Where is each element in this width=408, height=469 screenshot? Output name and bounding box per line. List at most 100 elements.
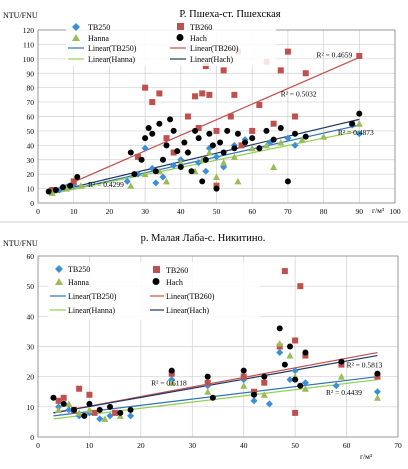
data-point-hach	[199, 178, 206, 185]
grid	[37, 255, 399, 438]
y-tick-label: 20	[27, 170, 35, 179]
data-point-hach	[138, 156, 145, 163]
x-tick-label: 100	[389, 207, 401, 216]
data-point-hach	[174, 148, 181, 155]
data-marks	[50, 268, 381, 423]
legend-label-lin-hach: Linear(Hach)	[166, 306, 209, 315]
data-point-hanna	[204, 388, 212, 395]
x-tick-label: 90	[356, 207, 364, 216]
data-point-hach	[168, 367, 175, 374]
data-point-hanna	[262, 141, 270, 149]
r-squared-label: R² = 0.4873	[338, 128, 374, 137]
data-point-hach	[338, 358, 345, 365]
data-point-hanna	[55, 406, 63, 413]
legend-label-hanna: Hanna	[88, 34, 109, 43]
data-point-tb260	[292, 409, 299, 416]
data-point-hach	[234, 130, 241, 137]
y-tick-label: 100	[23, 55, 35, 64]
data-point-hach	[217, 139, 224, 146]
data-point-hanna	[48, 189, 56, 196]
data-point-hach	[356, 110, 363, 117]
data-point-tb250	[276, 349, 284, 357]
data-point-hach	[152, 168, 159, 175]
trendlines	[48, 56, 360, 195]
data-point-hanna	[301, 385, 309, 392]
data-point-tb250	[213, 153, 220, 161]
chart-pshekha: Р. Пшеха-ст. Пшехская NTU/FNU г/м³ 0 10 20…	[3, 9, 401, 216]
chart-malaya-laba: р. Малая Лаба-с. Никитино. NTU/FNU г/м³ …	[3, 233, 402, 461]
data-point-tb250	[106, 412, 114, 420]
data-point-hach	[209, 142, 216, 149]
x-tick-label: 40	[177, 207, 185, 216]
data-point-tb260	[184, 113, 191, 120]
data-point-tb250	[159, 173, 167, 181]
data-point-hach	[292, 376, 299, 383]
data-point-hach	[249, 135, 256, 142]
data-point-tb260	[292, 113, 299, 120]
data-point-tb260	[202, 63, 209, 70]
r-squared-label: R² = 0.5032	[281, 89, 317, 98]
r-squared-label: R² = 0.4439	[326, 388, 362, 397]
x-tick-label: 20	[106, 207, 114, 216]
data-point-hach	[292, 130, 299, 137]
data-point-tb250	[355, 130, 363, 138]
y-tick-label: 60	[27, 113, 35, 122]
x-tick-label: 70	[284, 207, 292, 216]
data-point-hach	[281, 361, 288, 368]
data-point-tb250	[373, 388, 381, 396]
data-point-tb250	[291, 367, 299, 375]
data-point-hach	[142, 135, 149, 142]
legend-label-lin-hanna: Linear(Hanna)	[68, 306, 115, 315]
legend-label-tb260: TB260	[166, 266, 188, 275]
data-point-hanna	[85, 406, 93, 413]
y-tick-label: 30	[27, 156, 35, 165]
data-point-tb250	[123, 177, 131, 185]
data-point-hanna	[260, 391, 268, 398]
data-point-hach	[220, 149, 227, 156]
data-point-tb250	[286, 376, 294, 384]
data-point-hanna	[373, 394, 381, 401]
data-point-tb260	[356, 52, 363, 59]
data-point-tb260	[261, 379, 268, 386]
x-tick-label: 80	[320, 207, 328, 216]
r-squared-label: R² = 0.4659	[316, 50, 352, 59]
data-point-tb260	[156, 90, 163, 97]
data-point-hach	[59, 184, 66, 191]
data-point-hach	[67, 182, 74, 189]
data-point-tb260	[292, 337, 299, 344]
data-point-hach	[204, 373, 211, 380]
data-point-tb260	[277, 67, 284, 74]
x-tick-label: 30	[141, 207, 149, 216]
data-point-hach	[86, 400, 93, 407]
trendline	[48, 118, 360, 194]
legend-marker-tb250	[55, 265, 63, 273]
data-point-tb260	[55, 397, 62, 404]
legend: TB250 TB260 Hanna Hach Linear(TB250) Lin…	[48, 262, 260, 320]
legend-label-lin-tb250: Linear(TB250)	[88, 44, 137, 53]
x-tick-label: 10	[70, 207, 78, 216]
data-point-hanna	[65, 400, 73, 407]
data-point-tb260	[238, 142, 245, 149]
data-point-tb260	[206, 91, 213, 98]
x-tick-label: 10	[86, 441, 94, 450]
data-point-tb250	[291, 141, 299, 149]
legend-label-lin-hanna: Linear(Hanna)	[88, 55, 135, 64]
r-squared-label: R² = 0.5813	[347, 361, 383, 370]
data-point-hach	[213, 185, 220, 192]
data-point-tb260	[338, 361, 345, 368]
data-point-hach	[117, 409, 124, 416]
data-point-hanna	[205, 149, 213, 156]
data-point-hach	[374, 370, 381, 377]
data-point-hach	[349, 120, 356, 127]
data-point-hach	[107, 403, 113, 410]
data-point-tb260	[76, 385, 83, 392]
r-squared-label: R² = 0.4299	[88, 180, 124, 189]
data-point-tb260	[112, 409, 119, 416]
legend-label-tb260: TB260	[190, 23, 212, 32]
data-point-hach	[163, 142, 170, 149]
data-point-hanna	[286, 352, 294, 359]
data-point-tb260	[163, 135, 170, 142]
legend-marker-tb260	[153, 266, 160, 273]
data-point-hach	[188, 168, 195, 175]
